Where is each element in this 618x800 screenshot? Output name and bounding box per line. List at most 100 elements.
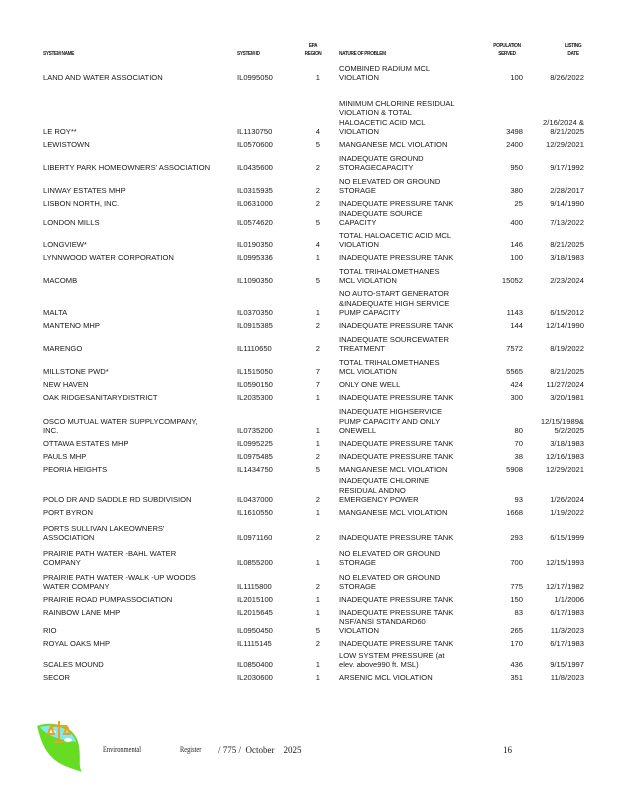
cell-system-name: LONDON MILLS	[43, 218, 100, 228]
cell-listing-date: 12/16/1983	[545, 452, 584, 462]
cell-population-served: 775	[510, 582, 523, 592]
cell-system-id: IL0850400	[237, 660, 273, 670]
cell-nature-of-problem: INADEQUATE GROUND STORAGECAPACITY	[339, 153, 424, 173]
cell-epa-region: 1	[315, 439, 320, 449]
cell-system-name: RAINBOW LANE MHP	[43, 608, 121, 618]
cell-nature-of-problem: NO ELEVATED OR GROUND STORAGE	[339, 572, 441, 592]
cell-population-served: 146	[510, 240, 523, 250]
leaf-scales-logo-icon	[37, 721, 82, 772]
cell-system-name: ROYAL OAKS MHP	[43, 639, 111, 649]
cell-system-id: IL0190350	[237, 240, 273, 250]
cell-listing-date: 8/19/2022	[550, 344, 584, 354]
cell-nature-of-problem: NO ELEVATED OR GROUND STORAGE	[339, 176, 441, 196]
cell-nature-of-problem: ARSENIC MCL VIOLATION	[339, 673, 433, 683]
cell-system-name: MALTA	[43, 308, 68, 318]
cell-epa-region: 5	[315, 626, 320, 636]
cell-population-served: 950	[510, 163, 523, 173]
cell-system-id: IL0915385	[237, 321, 273, 331]
cell-listing-date: 11/8/2023	[550, 673, 584, 683]
cell-system-id: IL1130750	[237, 127, 273, 137]
cell-nature-of-problem: INADEQUATE PRESSURE TANK	[339, 452, 454, 462]
cell-listing-date: 11/3/2023	[550, 626, 584, 636]
cell-listing-date: 8/21/2025	[550, 240, 584, 250]
cell-system-name: LEWISTOWN	[43, 140, 90, 150]
cell-nature-of-problem: MANGANESE MCL VIOLATION	[339, 465, 448, 475]
cell-nature-of-problem: INADEQUATE PRESSURE TANK	[339, 393, 454, 403]
cell-epa-region: 5	[315, 276, 320, 286]
cell-population-served: 1668	[506, 508, 523, 518]
cell-system-name: LYNNWOOD WATER CORPORATION	[43, 253, 174, 263]
cell-epa-region: 2	[315, 321, 320, 331]
cell-nature-of-problem: INADEQUATE PRESSURE TANK	[339, 253, 454, 263]
cell-epa-region: 2	[315, 639, 320, 649]
cell-nature-of-problem: INADEQUATE SOURCE CAPACITY	[339, 208, 423, 228]
cell-system-id: IL0370350	[237, 308, 273, 318]
cell-system-id: IL2015100	[237, 595, 273, 605]
cell-system-id: IL0631000	[237, 199, 273, 209]
cell-system-id: IL1090350	[237, 276, 273, 286]
cell-system-name: MARENGO	[43, 344, 83, 354]
cell-population-served: 80	[514, 426, 523, 436]
cell-population-served: 170	[510, 639, 523, 649]
cell-system-name: PRAIRIE ROAD PUMPASSOCIATION	[43, 595, 173, 605]
cell-listing-date: 12/15/1989& 5/2/2025	[540, 416, 584, 436]
cell-system-name: RIO	[43, 626, 57, 636]
cell-system-id: IL0315935	[237, 186, 273, 196]
cell-system-id: IL1110650	[237, 344, 272, 354]
cell-epa-region: 4	[315, 240, 320, 250]
cell-system-id: IL1610550	[237, 508, 273, 518]
cell-population-served: 700	[510, 558, 523, 568]
cell-listing-date: 6/15/2012	[550, 308, 584, 318]
cell-listing-date: 6/17/1983	[550, 608, 584, 618]
cell-epa-region: 1	[315, 426, 320, 436]
cell-system-name: MANTENO MHP	[43, 321, 100, 331]
header-system-name: SYSTEM NAME	[43, 51, 75, 57]
cell-population-served: 2400	[506, 140, 523, 150]
cell-population-served: 424	[510, 380, 523, 390]
cell-population-served: 38	[514, 452, 523, 462]
cell-epa-region: 5	[315, 140, 320, 150]
cell-epa-region: 1	[315, 308, 320, 318]
cell-listing-date: 12/29/2021	[545, 140, 584, 150]
header-epa-region: EPA REGION	[304, 43, 322, 57]
cell-nature-of-problem: COMBINED RADIUM MCL VIOLATION	[339, 63, 431, 83]
cell-system-name: PORTS SULLIVAN LAKEOWNERS' ASSOCIATION	[43, 523, 165, 543]
header-nature-of-problem: NATURE OF PROBLEM	[339, 51, 386, 57]
cell-nature-of-problem: INADEQUATE HIGHSERVICE PUMP CAPACITY AND…	[339, 407, 443, 436]
cell-epa-region: 5	[315, 465, 320, 475]
cell-listing-date: 9/17/1992	[550, 163, 584, 173]
cell-system-id: IL0995225	[237, 439, 273, 449]
cell-listing-date: 11/27/2024	[546, 380, 584, 390]
cell-listing-date: 8/21/2025	[550, 367, 584, 377]
cell-listing-date: 12/14/1990	[545, 321, 584, 331]
cell-nature-of-problem: MINIMUM CHLORINE RESIDUAL VIOLATION & TO…	[339, 98, 455, 137]
cell-system-name: SECOR	[43, 673, 71, 683]
cell-system-id: IL1434750	[237, 465, 273, 475]
cell-population-served: 5565	[506, 367, 523, 377]
cell-population-served: 100	[510, 73, 523, 83]
cell-system-name: NEW HAVEN	[43, 380, 89, 390]
cell-nature-of-problem: TOTAL TRIHALOMETHANES MCL VIOLATION	[339, 357, 440, 377]
cell-system-id: IL0435600	[237, 163, 273, 173]
cell-system-id: IL1515050	[237, 367, 273, 377]
cell-listing-date: 3/18/1983	[550, 439, 584, 449]
cell-nature-of-problem: INADEQUATE PRESSURE TANK	[339, 595, 454, 605]
cell-epa-region: 2	[315, 199, 320, 209]
cell-population-served: 380	[510, 186, 523, 196]
cell-nature-of-problem: MANGANESE MCL VIOLATION	[339, 508, 448, 518]
cell-system-id: IL1115800	[237, 582, 272, 592]
cell-epa-region: 1	[315, 608, 320, 618]
cell-epa-region: 1	[315, 253, 320, 263]
cell-nature-of-problem: NO ELEVATED OR GROUND STORAGE	[339, 548, 441, 568]
cell-system-name: PRAIRIE PATH WATER -WALK -UP WOODS WATER…	[43, 572, 196, 592]
cell-population-served: 436	[510, 660, 523, 670]
cell-population-served: 7572	[506, 344, 523, 354]
cell-system-name: OTTAWA ESTATES MHP	[43, 439, 129, 449]
cell-listing-date: 1/26/2024	[550, 495, 584, 505]
cell-system-id: IL0950450	[237, 626, 273, 636]
cell-listing-date: 2/23/2024	[550, 276, 584, 286]
cell-population-served: 1143	[506, 308, 523, 318]
cell-system-id: IL0570600	[237, 140, 273, 150]
cell-population-served: 70	[514, 439, 523, 449]
cell-system-name: MILLSTONE PWD*	[43, 367, 109, 377]
